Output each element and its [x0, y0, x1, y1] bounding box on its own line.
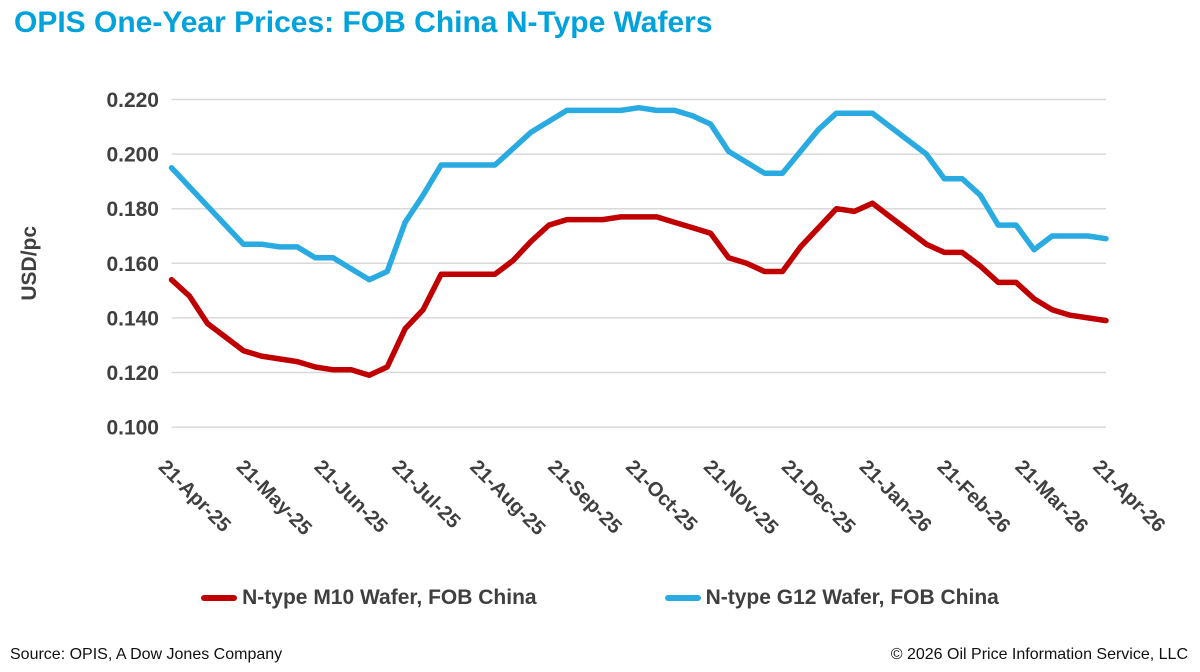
- y-axis-tick-label: 0.200: [106, 144, 159, 167]
- y-axis-tick-label: 0.220: [106, 89, 159, 112]
- x-axis-tick-label: 21-Apr-25: [154, 456, 235, 537]
- line-chart: 0.220 0.200 0.180 0.160 0.140 0.120 0.100 USD/p…: [18, 89, 1169, 540]
- y-axis-title: USD/pc: [18, 226, 41, 301]
- y-axis-tick-label: 0.180: [106, 198, 159, 221]
- series-line-g12: [168, 104, 1109, 283]
- x-axis-tick-label: 21-May-25: [232, 456, 316, 540]
- legend-label-g12: N-type G12 Wafer, FOB China: [705, 586, 999, 609]
- series-line-m10: [168, 200, 1109, 378]
- x-axis-tick-label: 21-Mar-26: [1011, 456, 1093, 538]
- legend-marker-g12-icon: [664, 595, 701, 601]
- x-axis-tick-label: 21-Oct-25: [621, 456, 701, 536]
- legend-item-m10: N-type M10 Wafer, FOB China: [201, 586, 537, 610]
- chart-legend: N-type M10 Wafer, FOB China N-type G12 W…: [0, 586, 1200, 610]
- y-axis-tick-label: 0.100: [106, 417, 159, 440]
- legend-label-m10: N-type M10 Wafer, FOB China: [242, 586, 537, 609]
- x-axis-tick-label: 21-Jun-25: [310, 456, 392, 538]
- copyright-note: © 2026 Oil Price Information Service, LL…: [890, 646, 1188, 663]
- y-axis-tick-label: 0.140: [106, 307, 159, 330]
- x-axis-tick-label: 21-Nov-25: [699, 456, 782, 539]
- x-axis-tick-label: 21-Jan-26: [855, 456, 936, 537]
- x-axis-tick-label: 21-Feb-26: [933, 456, 1015, 538]
- page-title: OPIS One-Year Prices: FOB China N-Type W…: [14, 6, 713, 39]
- x-axis-tick-label: 21-Dec-25: [777, 456, 859, 538]
- x-axis-tick-label: 21-Apr-26: [1088, 456, 1169, 537]
- x-axis-tick-label: 21-Jul-25: [388, 456, 465, 533]
- source-note: Source: OPIS, A Dow Jones Company: [10, 646, 283, 663]
- x-axis-tick-label: 21-Aug-25: [465, 456, 549, 540]
- chart-footer: Source: OPIS, A Dow Jones Company © 2026…: [0, 646, 1200, 664]
- legend-item-g12: N-type G12 Wafer, FOB China: [664, 586, 999, 610]
- legend-marker-m10-icon: [201, 595, 238, 601]
- y-axis-tick-label: 0.160: [106, 253, 159, 276]
- x-axis-tick-label: 21-Sep-25: [543, 456, 625, 538]
- y-axis-tick-label: 0.120: [106, 362, 159, 385]
